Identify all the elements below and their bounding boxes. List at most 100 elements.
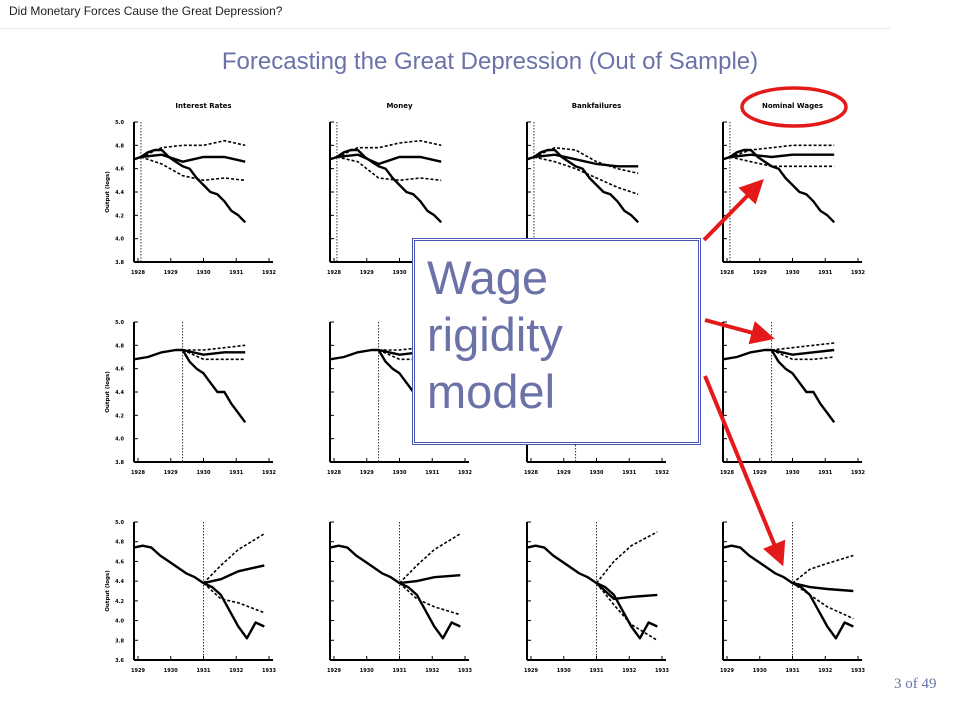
x-tick-label: 1931 (818, 270, 832, 276)
series-actual (722, 348, 836, 424)
x-tick-label: 1932 (262, 270, 276, 276)
callout-text: Wage rigidity model (427, 249, 563, 420)
x-tick-label: 1928 (131, 270, 145, 276)
x-tick-label: 1930 (753, 668, 767, 674)
y-tick-label: 3.8 (115, 638, 124, 644)
y-tick-label: 4.0 (115, 237, 124, 243)
y-tick-label: 4.2 (115, 413, 124, 419)
y-tick-label: 4.4 (115, 190, 124, 196)
series-actual (722, 544, 854, 640)
page-current: 3 (894, 676, 902, 692)
x-tick-label: 1932 (229, 668, 243, 674)
y-tick-label: 4.2 (115, 213, 124, 219)
x-tick-label: 1928 (720, 270, 734, 276)
series-forecast (771, 348, 835, 356)
y-tick-label: 4.6 (115, 559, 124, 565)
y-tick-label: 4.6 (115, 367, 124, 373)
header-text: Did Monetary Forces Cause the Great Depr… (9, 4, 283, 18)
series-lower-band (202, 582, 265, 614)
series-forecast (729, 153, 835, 159)
series-forecast (399, 574, 461, 585)
panel-interest-rates-row-2: 5.0 4.8 4.6 4.4 4.2 4.0 3.8 Output (logs) 1928 19… (105, 320, 276, 476)
series-lower-band (378, 349, 442, 361)
series-lower-band (533, 156, 639, 196)
x-tick-label: 1929 (524, 668, 538, 674)
slide-header: Did Monetary Forces Cause the Great Depr… (0, 0, 890, 29)
series-upper-band (595, 531, 658, 584)
panel-nominal-wages-row-2: 1928 1929 1930 1931 1932 (720, 321, 865, 476)
series-upper-band (202, 533, 265, 584)
x-tick-label: 1929 (753, 470, 767, 476)
series-forecast (140, 153, 246, 163)
y-tick-label: 5.0 (115, 120, 124, 126)
y-tick-label: 4.4 (115, 579, 124, 585)
x-tick-label: 1930 (393, 470, 407, 476)
x-tick-label: 1932 (851, 470, 865, 476)
x-tick-label: 1929 (164, 270, 178, 276)
page-of: of (905, 676, 918, 692)
panel-bankfailures-row-3: 1929 1930 1931 1932 1933 (524, 521, 669, 674)
x-tick-label: 1928 (720, 470, 734, 476)
series-lower-band (140, 156, 246, 182)
panel-nominal-wages-row-3: 1929 1930 1931 1932 1933 (720, 521, 865, 674)
series-lower-band (771, 349, 835, 361)
page-total: 49 (921, 676, 937, 692)
panel-interest-rates-row-1: Interest Rates 5.0 4.8 4.6 4.4 4.2 4.0 3.8 Outpu… (105, 102, 276, 276)
series-forecast (792, 581, 854, 593)
callout-line-1: Wage (427, 251, 549, 304)
panel-title-money: Money (386, 102, 413, 110)
y-tick-label: 4.8 (115, 540, 124, 546)
callout-box: Wage rigidity model (412, 238, 701, 445)
series-lower-band (182, 349, 246, 361)
series-upper-band (533, 146, 639, 175)
x-tick-label: 1930 (786, 470, 800, 476)
panel-money-row-3: 1929 1930 1931 1932 1933 (327, 521, 472, 674)
series-forecast (182, 348, 246, 356)
y-tick-label: 4.4 (115, 390, 124, 396)
series-actual (133, 148, 247, 224)
series-forecast (203, 564, 265, 585)
x-tick-label: 1930 (197, 470, 211, 476)
x-tick-label: 1931 (786, 668, 800, 674)
y-axis-label: Output (logs) (105, 171, 111, 213)
x-tick-label: 1928 (524, 470, 538, 476)
y-tick-label: 4.2 (115, 599, 124, 605)
y-tick-label: 3.6 (115, 658, 124, 664)
panel-title-nominal-wages: Nominal Wages (762, 102, 823, 110)
series-upper-band (771, 342, 835, 351)
y-axis-label: Output (logs) (105, 371, 111, 413)
y-axis-label: Output (logs) (105, 570, 111, 612)
y-tick-label: 5.0 (115, 520, 124, 526)
series-forecast (336, 153, 442, 166)
x-tick-label: 1932 (458, 470, 472, 476)
series-actual (526, 544, 658, 640)
x-tick-label: 1931 (425, 470, 439, 476)
x-tick-label: 1931 (393, 668, 407, 674)
x-tick-label: 1933 (655, 668, 669, 674)
x-tick-label: 1931 (622, 470, 636, 476)
x-tick-label: 1931 (229, 470, 243, 476)
series-lower-band (729, 156, 835, 168)
series-upper-band (398, 533, 461, 584)
x-tick-label: 1933 (458, 668, 472, 674)
y-tick-label: 4.8 (115, 143, 124, 149)
x-tick-label: 1932 (262, 470, 276, 476)
x-tick-label: 1930 (393, 270, 407, 276)
panel-title-interest-rates: Interest Rates (175, 102, 231, 110)
x-tick-label: 1929 (327, 668, 341, 674)
x-tick-label: 1929 (164, 470, 178, 476)
x-tick-label: 1929 (720, 668, 734, 674)
x-tick-label: 1931 (590, 668, 604, 674)
x-tick-label: 1932 (622, 668, 636, 674)
series-actual (329, 544, 461, 640)
panel-nominal-wages-row-1: Nominal Wages 1928 1929 1930 1931 1932 (720, 102, 865, 276)
y-tick-label: 4.0 (115, 437, 124, 443)
x-tick-label: 1932 (818, 668, 832, 674)
x-tick-label: 1929 (131, 668, 145, 674)
x-tick-label: 1930 (590, 470, 604, 476)
y-tick-label: 5.0 (115, 320, 124, 326)
x-tick-label: 1933 (851, 668, 865, 674)
series-actual (526, 148, 640, 224)
y-tick-label: 4.8 (115, 343, 124, 349)
x-tick-label: 1930 (557, 668, 571, 674)
